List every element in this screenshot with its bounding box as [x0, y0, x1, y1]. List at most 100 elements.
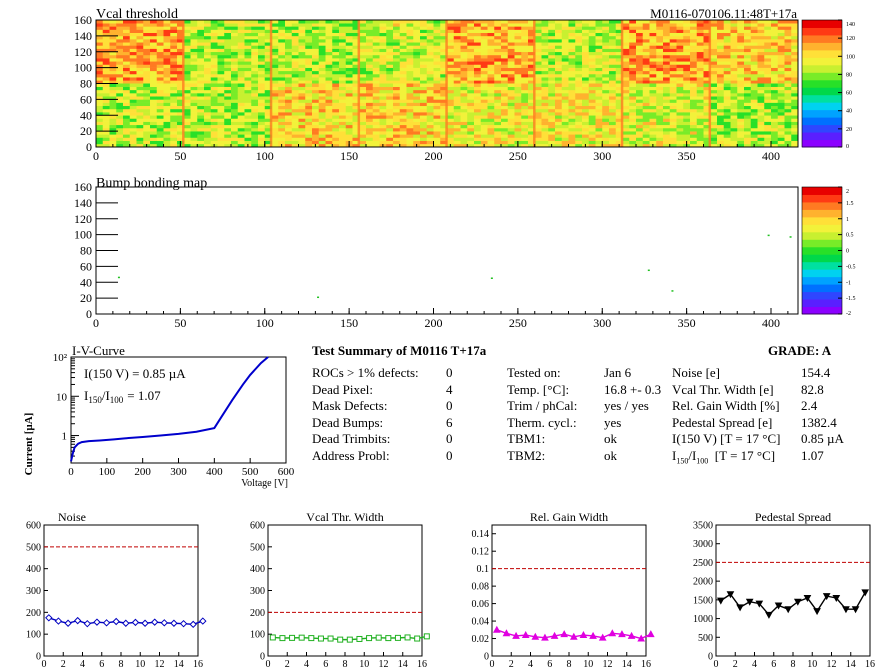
- heatmap-cell: [791, 118, 799, 122]
- heatmap-cell: [426, 51, 434, 56]
- heatmap-cell: [258, 48, 266, 53]
- heatmap-cell: [379, 32, 387, 37]
- heatmap-cell: [663, 48, 671, 53]
- heatmap-cell: [514, 105, 522, 110]
- heatmap-cell: [555, 131, 563, 135]
- heatmap-cell: [501, 115, 509, 119]
- heatmap-cell: [703, 29, 711, 33]
- heatmap-cell: [129, 93, 137, 97]
- heatmap-cell: [264, 102, 272, 107]
- heatmap-cell: [474, 89, 482, 94]
- heatmap-cell: [561, 80, 569, 84]
- heatmap-cell: [683, 102, 691, 107]
- heatmap-cell: [507, 86, 515, 91]
- heatmap-cell: [285, 77, 293, 81]
- heatmap-cell: [555, 118, 563, 122]
- heatmap-cell: [217, 77, 225, 81]
- heatmap-cell: [609, 108, 617, 113]
- palette-tick-label: 0: [846, 144, 849, 150]
- heatmap-cell: [717, 51, 725, 56]
- heatmap-cell: [170, 86, 178, 91]
- heatmap-cell: [426, 115, 434, 119]
- heatmap-cell: [757, 39, 765, 43]
- heatmap-cell: [271, 77, 279, 81]
- heatmap-cell: [332, 45, 340, 49]
- heatmap-cell: [426, 143, 434, 148]
- heatmap-cell: [730, 51, 738, 56]
- heatmap-cell: [521, 131, 529, 135]
- heatmap-cell: [102, 86, 110, 91]
- heatmap-cell: [305, 86, 313, 91]
- heatmap-cell: [447, 93, 455, 97]
- heatmap-cell: [224, 102, 232, 107]
- heatmap-cell: [210, 77, 218, 81]
- heatmap-cell: [359, 112, 367, 116]
- heatmap-cell: [102, 48, 110, 53]
- heatmap-cell: [696, 32, 704, 37]
- heatmap-cell: [622, 115, 630, 119]
- heatmap-cell: [143, 83, 151, 87]
- heatmap-cell: [703, 42, 711, 46]
- heatmap-cell: [602, 54, 610, 59]
- heatmap-cell: [386, 48, 394, 53]
- heatmap-cell: [318, 26, 326, 30]
- heatmap-cell: [588, 131, 596, 135]
- heatmap-cell: [575, 48, 583, 53]
- heatmap-cell: [305, 67, 313, 72]
- heatmap-cell: [345, 26, 353, 30]
- heatmap-cell: [723, 96, 731, 100]
- heatmap-cell: [683, 99, 691, 103]
- heatmap-cell: [325, 108, 333, 113]
- heatmap-cell: [615, 32, 623, 37]
- heatmap-cell: [487, 124, 495, 129]
- heatmap-cell: [757, 61, 765, 65]
- heatmap-cell: [150, 67, 158, 72]
- heatmap-cell: [595, 105, 603, 110]
- heatmap-cell: [784, 131, 792, 135]
- heatmap-cell: [501, 23, 509, 27]
- heatmap-cell: [183, 96, 191, 100]
- heatmap-cell: [143, 20, 151, 24]
- heatmap-cell: [696, 112, 704, 116]
- heatmap-cell: [237, 77, 245, 81]
- heatmap-cell: [757, 42, 765, 46]
- heatmap-cell: [555, 140, 563, 145]
- heatmap-cell: [561, 42, 569, 46]
- heatmap-cell: [595, 32, 603, 37]
- heatmap-cell: [251, 137, 259, 141]
- heatmap-cell: [183, 115, 191, 119]
- palette-tick-label: 0: [846, 249, 849, 255]
- data-point: [637, 634, 646, 642]
- heatmap-cell: [217, 89, 225, 94]
- heatmap-cell: [420, 112, 428, 116]
- data-point: [170, 619, 178, 627]
- heatmap-cell: [771, 80, 779, 84]
- heatmap-cell: [244, 124, 252, 129]
- heatmap-cell: [703, 48, 711, 53]
- heatmap-cell: [636, 134, 644, 138]
- heatmap-cell: [629, 80, 637, 84]
- heatmap-cell: [467, 67, 475, 72]
- heatmap-cell: [156, 42, 164, 46]
- heatmap-cell: [777, 118, 785, 122]
- heatmap-cell: [325, 124, 333, 129]
- heatmap-cell: [116, 23, 124, 27]
- heatmap-cell: [352, 96, 360, 100]
- heatmap-cell: [548, 80, 556, 84]
- heatmap-cell: [507, 99, 515, 103]
- heatmap-cell: [507, 58, 515, 62]
- heatmap-cell: [771, 29, 779, 33]
- heatmap-cell: [541, 20, 549, 24]
- heatmap-cell: [312, 26, 320, 30]
- heatmap-cell: [615, 131, 623, 135]
- heatmap-cell: [494, 102, 502, 107]
- heatmap-cell: [433, 23, 441, 27]
- heatmap-cell: [723, 70, 731, 75]
- heatmap-cell: [420, 86, 428, 91]
- heatmap-cell: [683, 121, 691, 126]
- heatmap-cell: [440, 67, 448, 72]
- heatmap-cell: [237, 108, 245, 113]
- heatmap-cell: [359, 86, 367, 91]
- heatmap-cell: [534, 73, 542, 78]
- heatmap-cell: [723, 39, 731, 43]
